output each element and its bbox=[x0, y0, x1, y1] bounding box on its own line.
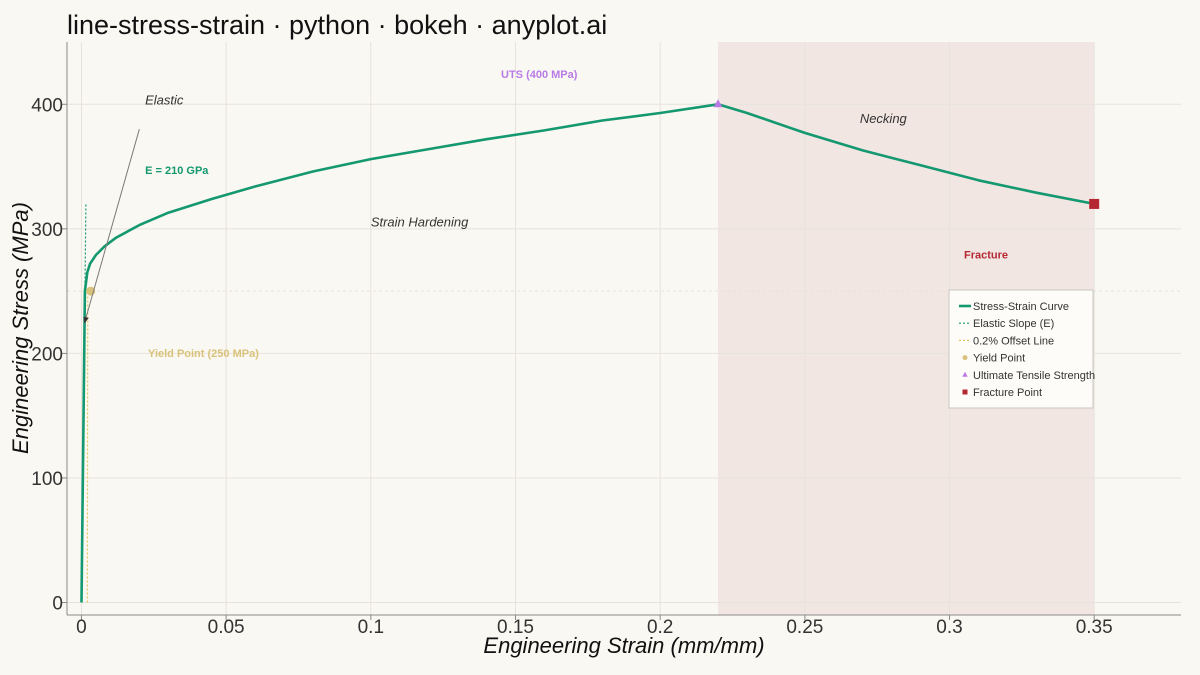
x-tick-label: 0.3 bbox=[936, 617, 962, 638]
y-tick-label: 200 bbox=[31, 344, 63, 365]
annotations-layer: Elastic E = 210 GPa Strain Hardening Neckin… bbox=[83, 69, 1008, 360]
series-elastic-slope-e bbox=[80, 203, 87, 603]
x-axis-label: Engineering Strain (mm/mm) bbox=[483, 633, 764, 658]
y-tick-label: 100 bbox=[31, 469, 63, 490]
legend-label: Fracture Point bbox=[973, 387, 1042, 399]
y-tick-label: 0 bbox=[52, 594, 63, 615]
legend-box bbox=[948, 289, 1094, 409]
series-0-2-offset-line bbox=[86, 291, 89, 603]
legend-swatch-square bbox=[962, 389, 968, 395]
elastic-arrow-line bbox=[83, 129, 140, 324]
y-tick-label: 400 bbox=[31, 95, 63, 116]
annotation-yield: Yield Point (250 MPa) bbox=[148, 348, 259, 360]
y-tick-label: 300 bbox=[31, 220, 63, 241]
ultimate-tensile-strength-marker bbox=[713, 99, 723, 108]
x-tick-label: 0.15 bbox=[497, 617, 534, 638]
fracture-point-marker bbox=[1089, 198, 1100, 209]
annotation-uts: UTS (400 MPa) bbox=[501, 69, 578, 81]
series-layer bbox=[80, 103, 1095, 603]
axes-layer: 0 0.05 0.1 0.15 0.2 0.25 0.3 0.35 0 100 200 300 400 bbox=[31, 42, 1181, 638]
legend-label: Elastic Slope (E) bbox=[973, 318, 1054, 330]
legend-label: Yield Point bbox=[973, 353, 1025, 365]
x-tick-label: 0.35 bbox=[1076, 617, 1113, 638]
legend-swatch-triangle bbox=[962, 371, 968, 377]
y-axis-label: Engineering Stress (MPa) bbox=[8, 202, 33, 454]
series-stress-strain-curve bbox=[80, 103, 1095, 603]
annotation-elastic: Elastic bbox=[145, 92, 184, 107]
annotation-necking: Necking bbox=[860, 111, 908, 126]
legend-label: Ultimate Tensile Strength bbox=[973, 370, 1095, 382]
legend: Stress-Strain Curve Elastic Slope (E) 0.2%… bbox=[948, 289, 1095, 409]
x-tick-label: 0.2 bbox=[647, 617, 673, 638]
chart-title: line-stress-strain · python · bokeh · an… bbox=[67, 10, 607, 40]
legend-label: 0.2% Offset Line bbox=[973, 335, 1054, 347]
annotation-modulus: E = 210 GPa bbox=[145, 165, 209, 177]
x-tick-label: 0.1 bbox=[358, 617, 384, 638]
elastic-arrow-head bbox=[83, 316, 89, 324]
annotation-hardening: Strain Hardening bbox=[371, 214, 469, 229]
legend-label: Stress-Strain Curve bbox=[973, 301, 1069, 313]
x-tick-label: 0.25 bbox=[786, 617, 823, 638]
x-tick-label: 0 bbox=[76, 617, 87, 638]
x-tick-label: 0.05 bbox=[208, 617, 245, 638]
legend-swatch-circle bbox=[962, 355, 968, 361]
annotation-fracture: Fracture bbox=[964, 250, 1008, 262]
